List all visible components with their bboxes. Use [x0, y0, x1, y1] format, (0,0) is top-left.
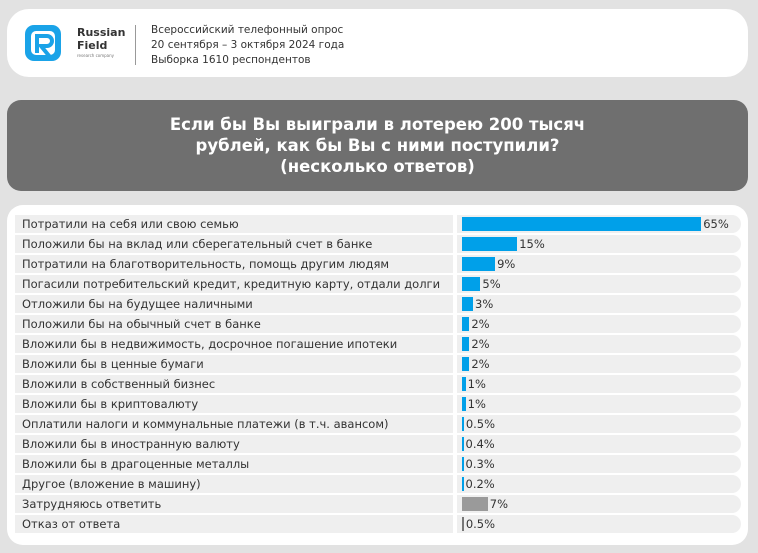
bar-track: 2% [457, 335, 741, 353]
value-label: 1% [467, 377, 486, 391]
value-label: 65% [703, 217, 729, 231]
bar [462, 237, 518, 251]
bar-track: 5% [457, 275, 741, 293]
bar [462, 397, 466, 411]
chart-row: Потратили на благотворительность, помощь… [15, 255, 741, 273]
value-label: 2% [471, 337, 490, 351]
bar [462, 357, 470, 371]
value-label: 0.3% [465, 457, 495, 471]
bar [462, 337, 470, 351]
russian-field-logo-icon [25, 25, 61, 61]
chart-row: Оплатили налоги и коммунальные платежи (… [15, 415, 741, 433]
chart-row: Вложили в собственный бизнес 1% [15, 375, 741, 393]
chart-row: Вложили бы в ценные бумаги 2% [15, 355, 741, 373]
bar [462, 377, 466, 391]
value-label: 2% [471, 357, 490, 371]
value-label: 3% [475, 297, 494, 311]
category-label: Отложили бы на будущее наличными [15, 295, 453, 313]
value-label: 5% [482, 277, 501, 291]
chart-card: Потратили на себя или свою семью 65% Полож… [7, 205, 748, 545]
chart-row: Погасили потребительский кредит, кредитн… [15, 275, 741, 293]
category-label: Затрудняюсь ответить [15, 495, 453, 513]
bar-track: 65% [457, 215, 741, 233]
bar-track: 9% [457, 255, 741, 273]
bar-track: 3% [457, 295, 741, 313]
bar-track: 0.4% [457, 435, 741, 453]
category-label: Отказ от ответа [15, 515, 453, 533]
category-label: Вложили бы в драгоценные металлы [15, 455, 453, 473]
chart-row: Вложили бы в драгоценные металлы 0.3% [15, 455, 741, 473]
header-card: Russian Field research company Всероссий… [7, 9, 748, 77]
bar-track: 2% [457, 355, 741, 373]
bar [462, 317, 470, 331]
chart-row: Положили бы на обычный счет в банке 2% [15, 315, 741, 333]
survey-dates: 20 сентября – 3 октября 2024 года [151, 39, 345, 51]
bar [462, 417, 464, 431]
brand-name: Russian Field research company [77, 26, 125, 60]
category-label: Вложили бы в недвижимость, досрочное пог… [15, 335, 453, 353]
chart-row: Затрудняюсь ответить 7% [15, 495, 741, 513]
bar [462, 437, 464, 451]
brand-line-1: Russian [77, 26, 126, 39]
bar-track: 15% [457, 235, 741, 253]
bar-track: 0.5% [457, 515, 741, 533]
bar [462, 217, 702, 231]
value-label: 0.5% [465, 517, 496, 531]
value-label: 15% [519, 237, 545, 251]
brand-line-2: Field [77, 39, 108, 52]
bar-track: 0.3% [457, 455, 741, 473]
category-label: Вложили в собственный бизнес [15, 375, 453, 393]
chart-row: Потратили на себя или свою семью 65% [15, 215, 741, 233]
bar [462, 277, 481, 291]
chart-row: Вложили бы в иностранную валюту 0.4% [15, 435, 741, 453]
bar-track: 1% [457, 375, 741, 393]
chart-row: Отложили бы на будущее наличными 3% [15, 295, 741, 313]
category-label: Погасили потребительский кредит, кредитн… [15, 275, 453, 293]
category-label: Вложили бы в криптовалюту [15, 395, 453, 413]
survey-info: Всероссийский телефонный опрос 20 сентяб… [151, 23, 344, 68]
category-label: Вложили бы в иностранную валюту [15, 435, 453, 453]
value-label: 0.2% [465, 477, 495, 491]
divider [135, 25, 136, 65]
bar [462, 477, 464, 491]
category-label: Вложили бы в ценные бумаги [15, 355, 453, 373]
survey-type: Всероссийский телефонный опрос [151, 24, 344, 36]
bar [462, 297, 474, 311]
chart-title: Если бы Вы выиграли в лотерею 200 тысяч … [7, 100, 748, 191]
category-label: Потратили на себя или свою семью [15, 215, 453, 233]
bar-track: 2% [457, 315, 741, 333]
value-label: 1% [467, 397, 486, 411]
value-label: 2% [471, 317, 490, 331]
bar-track: 1% [457, 395, 741, 413]
bar-track: 0.2% [457, 475, 741, 493]
bar [462, 517, 464, 531]
chart-row: Положили бы на вклад или сберегательный … [15, 235, 741, 253]
bar [462, 457, 464, 471]
value-label: 9% [497, 257, 516, 271]
value-label: 0.4% [465, 437, 495, 451]
chart-row: Другое (вложение в машину) 0.2% [15, 475, 741, 493]
value-label: 7% [489, 497, 508, 511]
bar-track: 0.5% [457, 415, 741, 433]
chart-row: Вложили бы в криптовалюту 1% [15, 395, 741, 413]
bar-track: 7% [457, 495, 741, 513]
category-label: Потратили на благотворительность, помощь… [15, 255, 453, 273]
category-label: Оплатили налоги и коммунальные платежи (… [15, 415, 453, 433]
brand-tagline: research company [77, 53, 115, 58]
bar [462, 497, 488, 511]
value-label: 0.5% [465, 417, 496, 431]
chart-row: Отказ от ответа 0.5% [15, 515, 741, 533]
chart-title-text: Если бы Вы выиграли в лотерею 200 тысяч … [169, 115, 586, 176]
bar [462, 257, 496, 271]
chart-row: Вложили бы в недвижимость, досрочное пог… [15, 335, 741, 353]
category-label: Другое (вложение в машину) [15, 475, 453, 493]
category-label: Положили бы на вклад или сберегательный … [15, 235, 453, 253]
survey-sample: Выборка 1610 респондентов [151, 54, 311, 66]
category-label: Положили бы на обычный счет в банке [15, 315, 453, 333]
